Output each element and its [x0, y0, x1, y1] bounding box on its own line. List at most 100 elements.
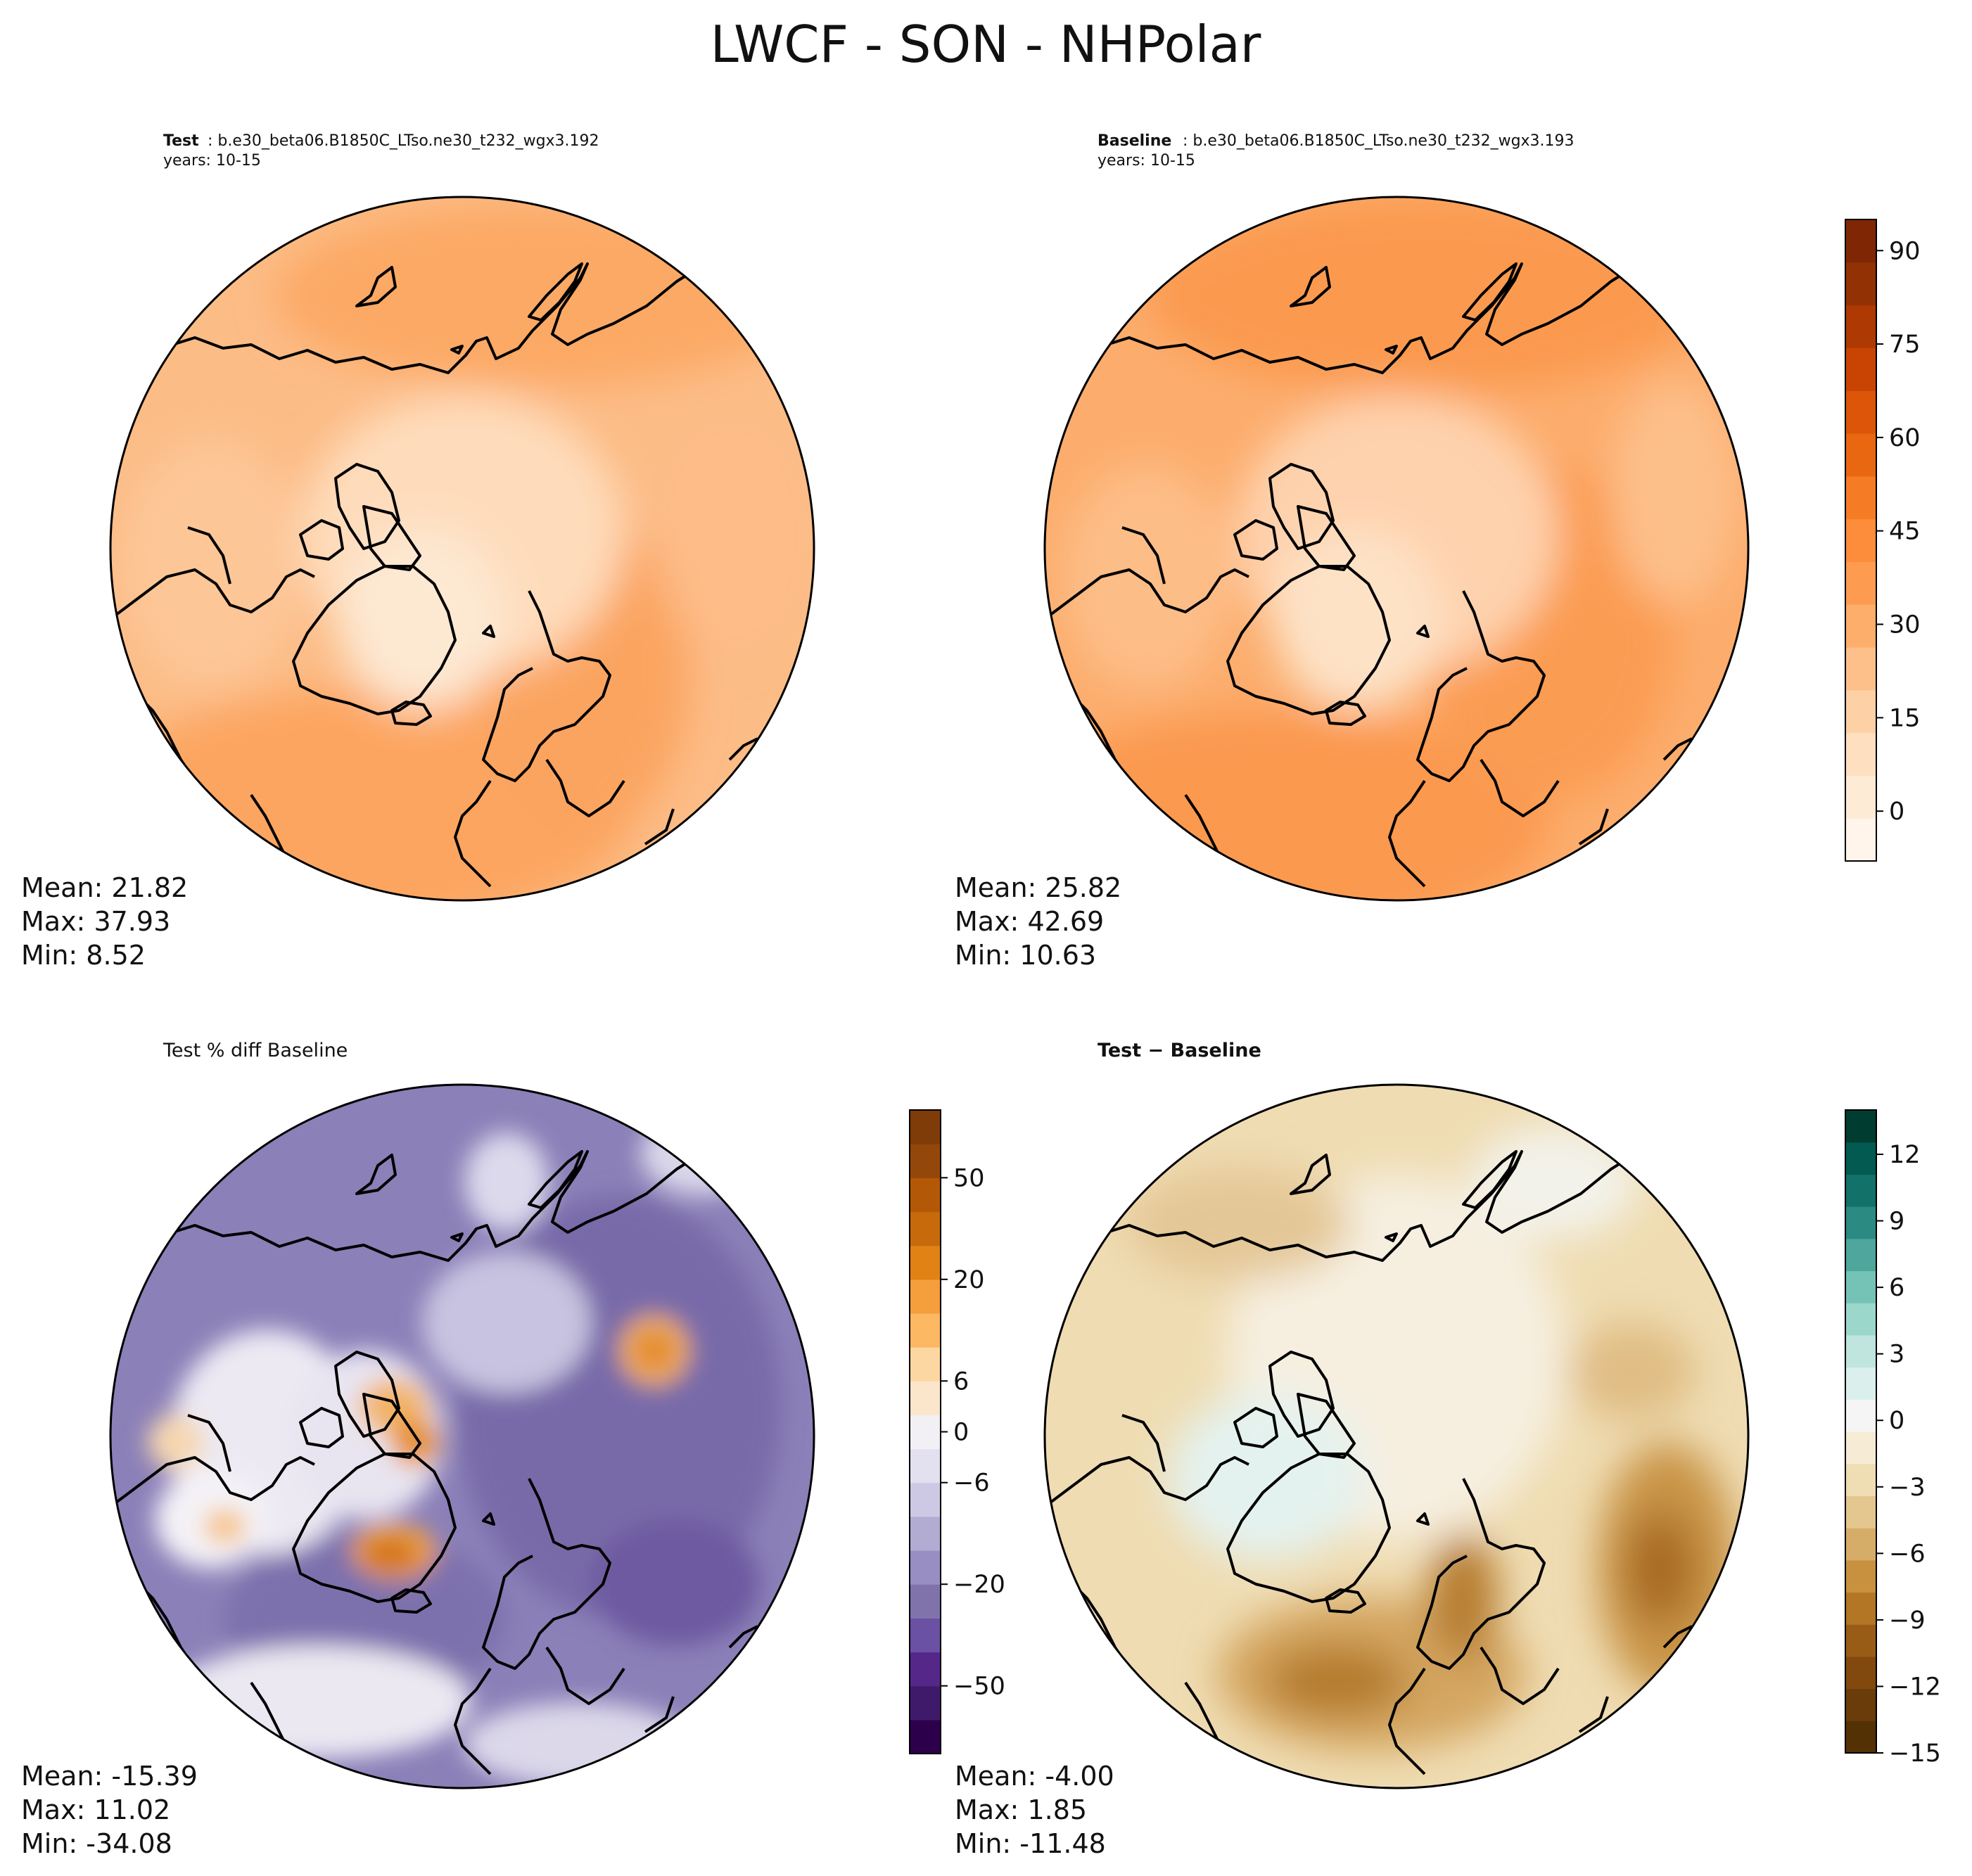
colorbar-abs-diff-tick-label: −3: [1889, 1474, 1926, 1502]
colorbar-lwcf-bin: [1845, 647, 1876, 691]
colorbar-lwcf-bin: [1845, 219, 1876, 263]
colorbar-abs-diff-bin: [1845, 1592, 1876, 1625]
colorbar-abs-diff-bin: [1845, 1431, 1876, 1465]
panel-abs-diff-mean: Mean: -4.00: [955, 1761, 1114, 1792]
colorbar-pct-diff-bin: [910, 1144, 941, 1178]
colorbar-pct-diff-tick-label: −20: [953, 1571, 1005, 1599]
colorbar-pct-diff-tick-label: −50: [953, 1673, 1005, 1701]
colorbar-abs-diff-bin: [1845, 1463, 1876, 1496]
colorbar-abs-diff-bin: [1845, 1174, 1876, 1207]
colorbar-lwcf-bin: [1845, 476, 1876, 520]
panel-pct-diff-min: Min: -34.08: [21, 1828, 172, 1859]
colorbar-pct-diff-tick-label: 50: [953, 1164, 985, 1192]
colorbar-abs-diff-bin: [1845, 1367, 1876, 1400]
panel-baseline-boundary: [1043, 196, 1750, 902]
colorbar-pct-diff-bin: [910, 1415, 941, 1450]
colorbar-lwcf-bin: [1845, 305, 1876, 348]
colorbar-abs-diff-tick-label: 12: [1889, 1141, 1921, 1169]
panel-baseline-label: : b.e30_beta06.B1850C_LTso.ne30_t232_wgx…: [1183, 132, 1575, 150]
colorbar-pct-diff-bin: [910, 1279, 941, 1314]
colorbar-lwcf-bin: [1845, 390, 1876, 434]
colorbar-lwcf-bin: [1845, 561, 1876, 605]
colorbar-abs-diff-frame: [1845, 1109, 1877, 1754]
colorbar-pct-diff-bin: [910, 1381, 941, 1416]
panel-test: Test : b.e30_beta06.B1850C_LTso.ne30_t23…: [21, 132, 815, 971]
colorbar-abs-diff-bin: [1845, 1688, 1876, 1721]
colorbar-lwcf-bin: [1845, 262, 1876, 306]
colorbar-pct-diff-bin: [910, 1245, 941, 1280]
colorbar-abs-diff-tick-label: −12: [1889, 1673, 1941, 1701]
panel-abs-diff-max: Max: 1.85: [955, 1794, 1087, 1825]
panel-abs-diff-label: Test − Baseline: [1098, 1040, 1261, 1061]
colorbar-pct-diff-bin: [910, 1178, 941, 1213]
panel-abs-diff-boundary: [1043, 1083, 1750, 1789]
panel-baseline-max: Max: 42.69: [955, 906, 1104, 937]
colorbar-pct-diff-bin: [910, 1448, 941, 1483]
panel-baseline-label-bold: Baseline: [1098, 132, 1171, 150]
colorbar-lwcf-frame: [1845, 219, 1877, 862]
colorbar-pct-diff-tick-label: 6: [953, 1367, 969, 1396]
panel-test-max: Max: 37.93: [21, 906, 170, 937]
panel-test-min: Min: 8.52: [21, 940, 146, 971]
colorbar-pct-diff-bin: [910, 1685, 941, 1721]
colorbar-lwcf-tick-label: 15: [1889, 704, 1921, 732]
colorbar-pct-diff-bin: [910, 1550, 941, 1585]
figure-title: LWCF - SON - NHPolar: [711, 15, 1261, 74]
colorbar-abs-diff-bin: [1845, 1624, 1876, 1657]
colorbar-lwcf-bin: [1845, 775, 1876, 819]
panel-pct-diff-boundary: [109, 1083, 815, 1789]
colorbar-abs-diff-bin: [1845, 1721, 1876, 1754]
colorbar-lwcf-bin: [1845, 689, 1876, 734]
colorbar-pct-diff-bin: [910, 1313, 941, 1348]
colorbar-abs-diff-tick-label: −6: [1889, 1540, 1926, 1568]
colorbar-abs-diff-bin: [1845, 1334, 1876, 1368]
colorbar-abs-diff-tick-label: 0: [1889, 1407, 1904, 1435]
colorbar-pct-diff-bin: [910, 1347, 941, 1382]
panel-pct-diff: Test % diff Baseline: [21, 1040, 815, 1859]
panel-test-label-bold: Test: [163, 132, 199, 150]
colorbar-pct-diff-tick-label: 20: [953, 1266, 985, 1294]
panel-pct-diff-label: Test % diff Baseline: [163, 1040, 348, 1061]
colorbar-lwcf-tick-label: 90: [1889, 237, 1921, 265]
panel-baseline: Baseline : b.e30_beta06.B1850C_LTso.ne30…: [955, 132, 1750, 971]
colorbar-abs-diff-bin: [1845, 1559, 1876, 1593]
panel-abs-diff-min: Min: -11.48: [955, 1828, 1106, 1859]
colorbar-lwcf-bin: [1845, 433, 1876, 477]
colorbar-pct-diff-bin: [910, 1584, 941, 1619]
panel-baseline-mean: Mean: 25.82: [955, 872, 1121, 903]
colorbar-abs-diff-bin: [1845, 1110, 1876, 1143]
colorbar-lwcf-bin: [1845, 347, 1876, 391]
colorbar-lwcf-tick-label: 0: [1889, 798, 1904, 826]
colorbar-abs-diff-bin: [1845, 1270, 1876, 1303]
colorbar-lwcf-tick-label: 30: [1889, 611, 1921, 639]
colorbar-lwcf-bin: [1845, 818, 1876, 862]
colorbar-lwcf-bin: [1845, 604, 1876, 648]
panel-test-years: years: 10-15: [163, 152, 261, 170]
colorbar-abs-diff-bin: [1845, 1495, 1876, 1529]
colorbar-pct-diff-bin: [910, 1516, 941, 1551]
colorbar-abs-diff-tick-label: −9: [1889, 1607, 1926, 1635]
colorbar-abs-diff-bin: [1845, 1528, 1876, 1561]
colorbar-lwcf: 90 75 60 45 30 15 0: [1845, 219, 1921, 862]
panel-baseline-field: [1045, 197, 1748, 900]
colorbar-pct-diff: 50 20 6 0 −6 −20 −50: [909, 1109, 1005, 1754]
panel-abs-diff-field: [1045, 1085, 1748, 1788]
colorbar-lwcf-tick-label: 75: [1889, 331, 1921, 359]
panel-test-mean: Mean: 21.82: [21, 872, 188, 903]
colorbar-lwcf-tick-label: 60: [1889, 424, 1921, 452]
panel-baseline-years: years: 10-15: [1098, 152, 1195, 170]
colorbar-abs-diff-tick-label: 6: [1889, 1274, 1904, 1302]
colorbar-abs-diff-bin: [1845, 1206, 1876, 1239]
panel-abs-diff: Test − Baseline Mean: -4.00 Max: 1.85 Mi…: [955, 1040, 1750, 1859]
panel-pct-diff-mean: Mean: -15.39: [21, 1761, 198, 1792]
panel-test-field: [110, 197, 814, 900]
colorbar-pct-diff-bin: [910, 1618, 941, 1653]
colorbar-abs-diff-bin: [1845, 1303, 1876, 1336]
colorbar-abs-diff: 12 9 6 3 0 −3 −6 −9 −12 −15: [1845, 1109, 1941, 1768]
colorbar-pct-diff-bin: [910, 1719, 941, 1754]
colorbar-abs-diff-tick-label: 3: [1889, 1341, 1904, 1369]
colorbar-pct-diff-tick-label: −6: [953, 1469, 990, 1498]
panel-pct-diff-max: Max: 11.02: [21, 1794, 170, 1825]
colorbar-abs-diff-bin: [1845, 1656, 1876, 1690]
